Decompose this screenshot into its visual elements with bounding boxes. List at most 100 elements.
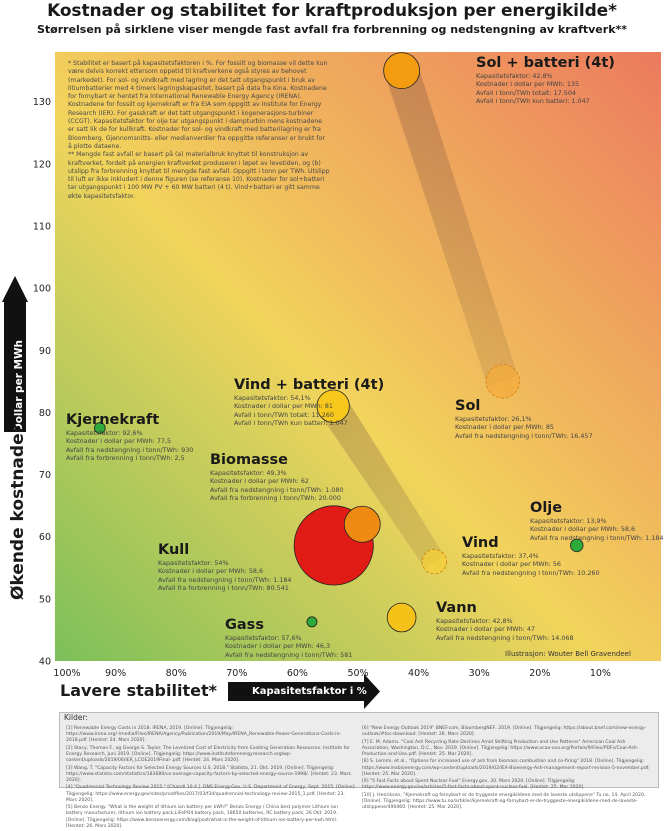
- bubble-label-line: Kostnader i dollar per MWh: 77,5: [66, 437, 172, 446]
- bubble-label: Vind Kapasitetsfaktor: 37,4% Kostnader i d…: [462, 535, 600, 577]
- x-axis-inner-label: Kapasitetsfaktor i %: [252, 686, 367, 697]
- footnote-1: * Stabilitet er basert på kapasitetsfakt…: [68, 60, 328, 150]
- bubble-label-name: Olje: [530, 500, 563, 516]
- bubble-label-name: Sol: [455, 398, 481, 414]
- bubble-label-line: Kostnader i dollar per MWh: 47: [436, 625, 535, 634]
- y-tick-label: 40: [39, 657, 51, 668]
- bubble-label-line: Avfall fra forbrenning i tonn/TWh: 80.54…: [158, 584, 289, 593]
- bubble-label: Biomasse Kapasitetsfaktor: 49,3% Kostnader…: [210, 452, 343, 503]
- bubble-gass: [306, 616, 318, 628]
- x-tick-label: 90%: [105, 668, 126, 679]
- bubble-label-line: Kostnader i dollar per MWh: 58,6: [158, 567, 264, 576]
- axis-ticks: 40 50 60 70 80 90 100 110 120 130 100% 90% 80% 70% 60%…: [33, 97, 611, 679]
- references-title: Kilder:: [64, 713, 88, 722]
- bubble-label-line: Avfall fra nedstengning i tonn/TWh: 1.18…: [158, 575, 292, 584]
- y-tick-label: 70: [39, 470, 51, 481]
- reference-item: [3] Wang, T. "Capacity Factors for Selec…: [66, 765, 351, 783]
- bubble-label-line: Avfall fra nedstengning i tonn/TWh: 10.2…: [462, 568, 600, 577]
- bubble-label-line: Avfall fra nedstengning i tonn/TWh: 581: [225, 650, 353, 659]
- chart-plot: 40 50 60 70 80 90 100 110 120 130 100% 90% 80% 70% 60%…: [2, 52, 661, 709]
- bubble-label-line: Avfall fra nedstengning i tonn/TWh: 1.08…: [210, 485, 344, 494]
- bubble-label-name: Gass: [225, 617, 264, 633]
- bubble-label-line: Avfall fra nedstengning i tonn/TWh: 14.0…: [436, 633, 574, 642]
- bubble-label-line: Kapasitetsfaktor: 49,3%: [210, 469, 287, 477]
- references-box: Kilder: [1] Renewable Energy Costs in 20…: [59, 712, 659, 829]
- connector-shadows: [320, 65, 518, 568]
- bubble-sol-batteri-4t: [383, 52, 421, 90]
- reference-item: [6] "New Energy Outlook 2019" BNEF.com, …: [362, 726, 647, 738]
- bubble-label-line: Avfall fra forbrenning i tonn/TWh: 20.00…: [210, 494, 341, 503]
- bubbles: [94, 52, 584, 633]
- bubble-label-line: Kostnader i dollar per MWh: 56: [462, 560, 561, 569]
- bubble-label-line: Kostnader i dollar per MWh: 62: [210, 477, 309, 486]
- y-tick-label: 130: [33, 97, 51, 108]
- bubble-label: Kjernekraft Kapasitetsfaktor: 92,6% Kostna…: [66, 412, 193, 463]
- x-tick-label: 80%: [166, 668, 187, 679]
- x-axis-arrow-icon: [364, 674, 380, 709]
- bubble-label-line: Kostnader i dollar per MWh: 58,6: [530, 525, 636, 534]
- bubble-label-line: Avfall fra nedstengning i tonn/TWh: 16.4…: [455, 431, 593, 440]
- bubble-label-line: Kapasitetsfaktor: 57,6%: [225, 634, 302, 642]
- bubble-label-line: Kapasitetsfaktor: 26,1%: [455, 415, 532, 423]
- bubble-label-line: Kapasitetsfaktor: 54%: [158, 559, 229, 567]
- connector-shadow: [385, 65, 518, 387]
- x-tick-label: 70%: [226, 668, 247, 679]
- x-tick-label: 10%: [590, 668, 611, 679]
- footnotes: * Stabilitet er basert på kapasitetsfakt…: [68, 60, 330, 201]
- reference-item: [7] E. M. Adams. "Coal Ash Recycling Rat…: [362, 739, 639, 757]
- x-tick-label: 20%: [529, 668, 550, 679]
- bubble-label-name: Kull: [158, 542, 190, 558]
- bubble-label-line: Kapasitetsfaktor: 42,8%: [436, 617, 513, 625]
- chart-subtitle: Størrelsen på sirklene viser mengde fast…: [36, 23, 628, 36]
- bubble-label-line: Kostnader i dollar per MWh: 85: [455, 423, 554, 432]
- y-axis-label: Økende kostnader: [8, 425, 28, 600]
- y-tick-label: 120: [33, 159, 51, 170]
- bubble-label: Vind + batteri (4t) Kapasitetsfaktor: 54,…: [234, 377, 384, 428]
- bubble-vann: [386, 602, 417, 633]
- connector-shadow: [320, 397, 445, 568]
- bubble-label-name: Vind + batteri (4t): [234, 377, 385, 393]
- bubble-label-name: Vind: [462, 535, 499, 551]
- y-axis-inner-label: Dollar per MWh: [13, 339, 25, 432]
- reference-item: [2] Stacy, Thomas F., og George S. Taylo…: [66, 745, 350, 764]
- bubble-label-line: Kapasitetsfaktor: 92,6%: [66, 429, 143, 437]
- bubble-vind: [421, 548, 448, 575]
- illustration-credit: Illustrasjon: Wouter Bell Gravendeel: [505, 650, 631, 658]
- x-tick-label: 60%: [287, 668, 308, 679]
- x-tick-label: 40%: [408, 668, 429, 679]
- bubble-kjernekraft: [94, 422, 106, 434]
- bubble-label-line: Avfall i tonn/TWh totalt: 17.504: [476, 88, 576, 97]
- references-column-2: [6] "New Energy Outlook 2019" BNEF.com, …: [362, 726, 652, 813]
- bubble-label-line: Kostnader i dollar per MWh: 135: [476, 80, 580, 89]
- reference-item: [5] Benzo Energy. "What is the weight of…: [66, 805, 338, 829]
- bubble-label-line: Kapasitetsfaktor: 54,1%: [234, 394, 311, 402]
- bubble-label-line: Kostnader i dollar per MWh: 81: [234, 402, 333, 411]
- bubble-label-line: Avfall i tonn/TWh kun batteri: 1.047: [234, 419, 348, 428]
- y-tick-label: 90: [39, 346, 51, 357]
- x-tick-label: 30%: [469, 668, 490, 679]
- bubble-label-line: Avfall fra nedstengning i tonn/TWh: 1.18…: [530, 533, 664, 542]
- x-tick-label: 50%: [347, 668, 368, 679]
- x-tick-label: 100%: [53, 668, 80, 679]
- bubble-label-line: Avfall fra nedstengning i tonn/TWh: 930: [66, 445, 194, 454]
- y-tick-label: 100: [33, 284, 51, 295]
- bubble-label: Vann Kapasitetsfaktor: 42,8% Kostnader i d…: [436, 600, 574, 642]
- y-tick-label: 50: [39, 594, 51, 605]
- bubble-label: Olje Kapasitetsfaktor: 13,9% Kostnader i d…: [530, 500, 663, 542]
- references-column-1: [1] Renewable Energy Costs in 2018. IREN…: [66, 726, 356, 831]
- x-axis-label: Lavere stabilitet*: [60, 681, 217, 700]
- bubble-label: Kull Kapasitetsfaktor: 54% Kostnader i dol…: [158, 542, 291, 593]
- bubble-label-name: Vann: [436, 600, 477, 616]
- y-tick-label: 80: [39, 408, 51, 419]
- bubble-label: Sol + batteri (4t) Kapasitetsfaktor: 42,8…: [476, 55, 615, 106]
- reference-item: [8] S. Lemmi, et al., "Options for incre…: [362, 759, 650, 777]
- bubble-label-line: Avfall i tonn/TWh totalt: 11.260: [234, 410, 334, 419]
- bubble-olje: [570, 538, 584, 553]
- bubble-label-name: Kjernekraft: [66, 412, 160, 428]
- footnote-2: ** Mengde fast avfall er basert på (a) m…: [68, 151, 330, 200]
- reference-item: [9] "5 Fast Facts about Spent Nuclear Fu…: [362, 779, 585, 791]
- y-tick-label: 60: [39, 532, 51, 543]
- chart-title: Kostnader og stabilitet for kraftproduks…: [47, 1, 617, 21]
- reference-item: [1] Renewable Energy Costs in 2018. IREN…: [66, 726, 342, 744]
- bubble-label-line: Kapasitetsfaktor: 37,4%: [462, 552, 539, 560]
